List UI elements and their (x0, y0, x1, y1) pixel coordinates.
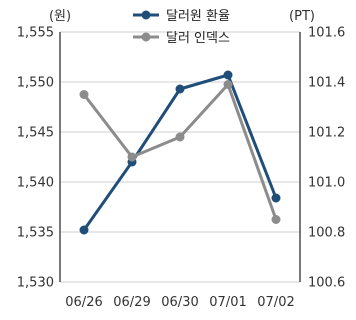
legend-item: 달러원 환율 (133, 9, 230, 24)
right-tick-label: 100.6 (308, 276, 345, 291)
data-point (175, 84, 185, 94)
x-tick-label: 06/30 (161, 295, 198, 310)
left-tick-label: 1,540 (17, 176, 54, 191)
legend-marker (141, 10, 151, 20)
right-tick-label: 101.6 (308, 26, 345, 41)
series-2 (79, 80, 281, 224)
gridlines (60, 31, 300, 283)
data-point (79, 225, 89, 235)
left-tick-label: 1,535 (17, 226, 54, 241)
legend-label: 달러 인덱스 (166, 31, 230, 46)
data-point (79, 90, 89, 99)
data-point (271, 215, 281, 224)
data-point (127, 152, 137, 162)
right-tick-label: 100.8 (308, 226, 345, 241)
left-tick-label: 1,550 (17, 76, 54, 91)
legend-label: 달러원 환율 (166, 9, 230, 24)
right-tick-label: 101.4 (308, 76, 345, 91)
left-tick-label: 1,530 (17, 276, 54, 291)
left-axis-unit: (원) (49, 9, 71, 24)
x-tick-label: 07/02 (257, 295, 294, 310)
data-point (223, 80, 233, 89)
left-axis-ticks: 1,530 1,535 1,540 1,545 1,550 1,555 (17, 26, 54, 291)
x-axis-ticks: 06/26 06/29 06/30 07/01 07/02 (65, 295, 294, 310)
series-line (82, 73, 278, 231)
left-tick-label: 1,555 (17, 26, 54, 41)
left-tick-label: 1,545 (17, 126, 54, 141)
legend-item: 달러 인덱스 (133, 31, 230, 46)
legend-marker (141, 32, 151, 42)
x-tick-label: 07/01 (209, 295, 246, 310)
data-point (223, 70, 233, 80)
x-tick-label: 06/29 (113, 295, 150, 310)
data-point (271, 193, 281, 203)
right-axis-unit: (PT) (289, 9, 315, 24)
right-tick-label: 101.2 (308, 126, 345, 141)
data-point (175, 132, 185, 142)
right-tick-label: 101.0 (308, 176, 345, 191)
series-line (82, 83, 278, 221)
right-axis-ticks: 100.6 100.8 101.0 101.2 101.4 101.6 (308, 26, 345, 291)
series-1 (79, 70, 281, 235)
series-layer (79, 70, 281, 235)
x-tick-label: 06/26 (65, 295, 102, 310)
